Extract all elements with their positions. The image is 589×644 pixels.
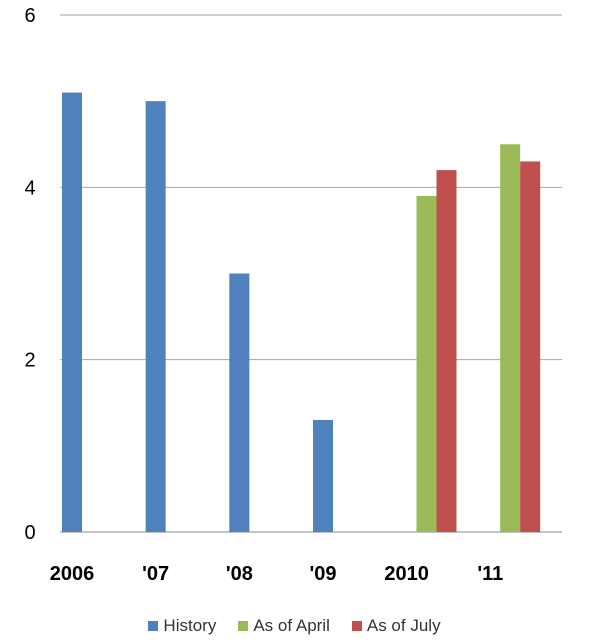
bar-chart: 0 2 4 6 2006 '07 '08 '09 2010 '11 (24, 5, 562, 585)
bars (62, 92, 541, 533)
bar-as-of-july-5 (520, 161, 541, 532)
bar-history-2 (229, 273, 250, 532)
legend: History As of April As of July (0, 616, 589, 636)
y-axis-ticks: 0 2 4 6 (24, 5, 35, 544)
legend-swatch-history (148, 621, 159, 631)
bar-history-1 (145, 101, 166, 533)
gridlines (60, 14, 562, 533)
bar-as-of-july-4 (436, 170, 457, 532)
legend-label-history: History (163, 616, 217, 635)
x-tick-label: 2006 (50, 563, 95, 585)
bar-history-3 (313, 419, 333, 532)
x-axis-ticks: 2006 '07 '08 '09 2010 '11 (50, 563, 504, 585)
legend-label-as-of-april: As of April (253, 616, 330, 635)
y-tick-label: 4 (24, 177, 35, 199)
legend-item-history: History (148, 616, 216, 636)
legend-label-as-of-july: As of July (366, 616, 441, 635)
legend-swatch-as-of-july (351, 621, 362, 631)
y-tick-label: 2 (24, 350, 35, 372)
x-tick-label: '07 (142, 563, 169, 585)
x-tick-label: '09 (309, 563, 336, 585)
legend-swatch-as-of-april (238, 621, 249, 631)
y-tick-label: 0 (24, 522, 35, 544)
legend-item-as-of-july: As of July (351, 616, 441, 636)
y-tick-label: 6 (24, 5, 35, 27)
x-tick-label: '08 (226, 563, 253, 585)
x-tick-label: '11 (477, 563, 503, 585)
bar-as-of-april-5 (500, 144, 521, 532)
bar-history-0 (62, 92, 82, 533)
bar-as-of-april-4 (416, 195, 437, 532)
legend-item-as-of-april: As of April (238, 616, 330, 636)
x-tick-label: 2010 (384, 563, 429, 585)
